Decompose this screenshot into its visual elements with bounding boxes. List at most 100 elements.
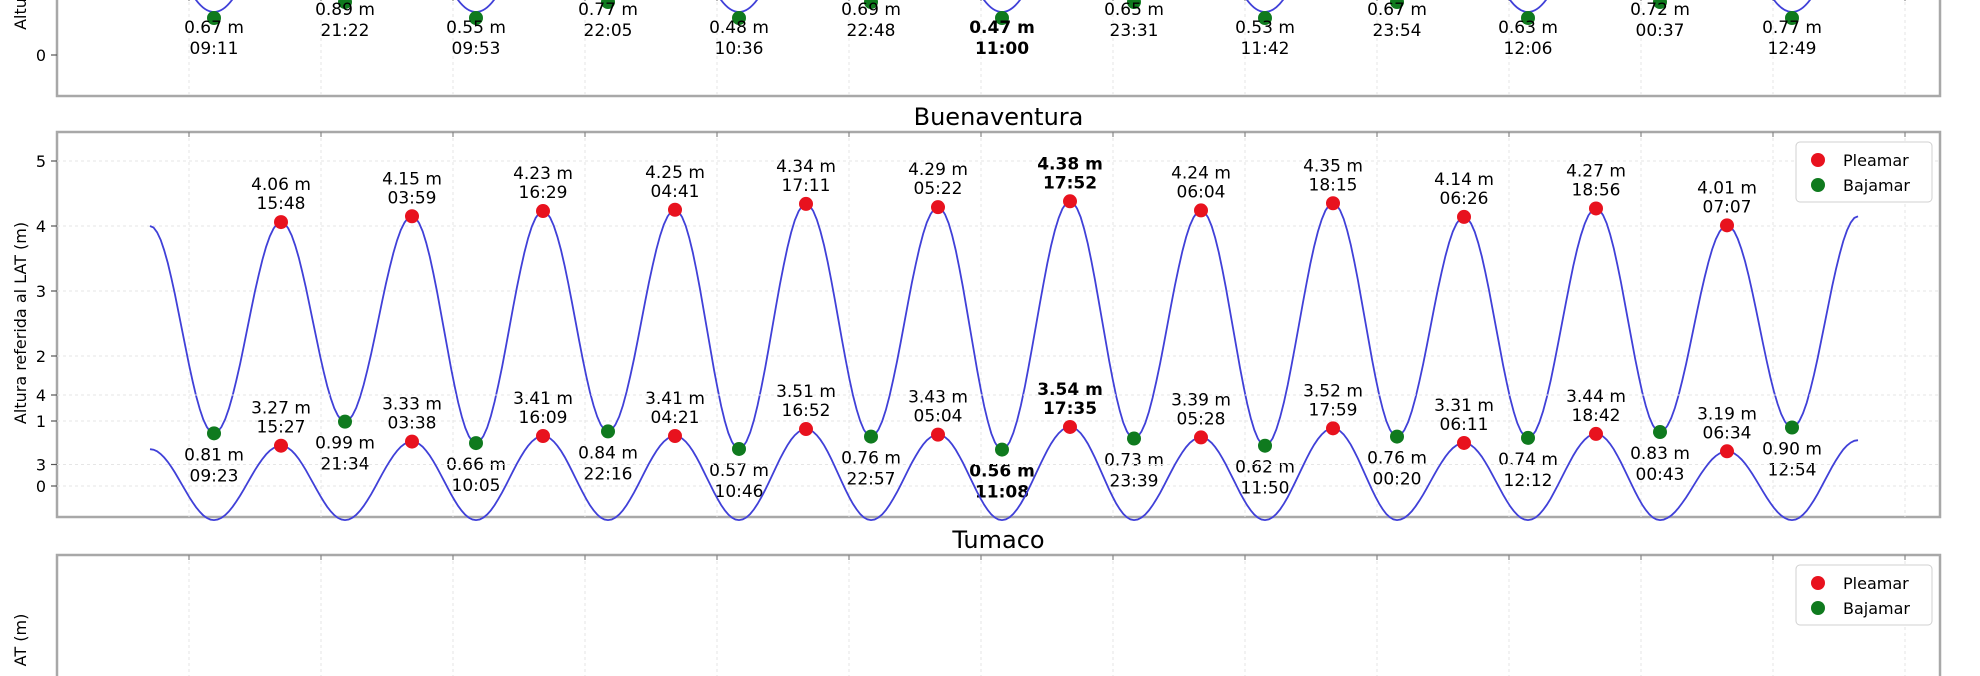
high-time-label: 07:07 — [1703, 197, 1752, 217]
legend-marker-bajamar — [1811, 178, 1825, 192]
y-axis-label: Altura referida al LAT (m) — [11, 222, 30, 424]
high-tide-marker — [1194, 203, 1208, 218]
low-time-label: 11:00 — [975, 39, 1029, 59]
panel-tumaco: Tumaco 3 4 AT (m) 3.27 m15:27 3.33 m03:38 3.41… — [11, 380, 1942, 676]
low-value-label: 0.62 m — [1235, 458, 1295, 478]
high-time-label: 03:38 — [388, 414, 437, 434]
high-marker — [1653, 0, 1667, 9]
high-tide-marker — [536, 204, 550, 219]
low-value-label: 0.83 m — [1630, 444, 1690, 464]
high-value-label: 3.54 m — [1037, 380, 1103, 400]
low-value-label: 0.77 m — [1762, 18, 1822, 38]
high-time-label: 18:56 — [1572, 180, 1621, 200]
high-marker — [864, 0, 878, 9]
low-tide-marker — [338, 414, 352, 429]
high-marker — [338, 0, 352, 9]
high-value-label: 3.19 m — [1697, 404, 1757, 424]
low-tide-marker — [732, 441, 746, 456]
high-value-label: 3.27 m — [251, 399, 311, 419]
high-value-label: 3.33 m — [382, 395, 442, 415]
low-value-label: 0.81 m — [184, 445, 244, 465]
high-tide-marker — [274, 215, 288, 230]
low-tide-marker — [207, 426, 221, 441]
high-time-label: 05:28 — [1177, 409, 1226, 429]
low-tide-marker — [469, 436, 483, 451]
high-value-label: 4.06 m — [251, 175, 311, 195]
low-value-label: 0.56 m — [969, 462, 1035, 482]
high-tide-marker — [668, 202, 682, 217]
high-value-label: 3.41 m — [513, 389, 573, 409]
low-tide-marker — [1521, 11, 1535, 25]
low-value-label: 0.66 m — [446, 455, 506, 475]
legend-marker-bajamar — [1811, 601, 1825, 615]
high-time-label: 16:29 — [519, 183, 568, 203]
low-value-label: 0.47 m — [969, 18, 1035, 38]
legend-marker-pleamar — [1811, 153, 1825, 167]
high-tide-marker — [536, 429, 550, 444]
low-time-label: 10:05 — [452, 476, 501, 496]
legend-box — [1795, 141, 1933, 203]
low-time-label: 22:57 — [847, 470, 896, 490]
high-value-label: 4.14 m — [1434, 170, 1494, 190]
high-marker — [601, 0, 615, 9]
plot-frame — [55, 553, 1942, 676]
chart-title: Tumaco — [951, 526, 1044, 554]
high-time-label: 04:21 — [651, 408, 700, 428]
y-tick-label: 4 — [36, 386, 46, 405]
high-tide-marker — [1063, 194, 1077, 209]
low-tide-marker — [995, 442, 1009, 457]
high-value-label: 4.29 m — [908, 160, 968, 180]
high-value-label: 3.52 m — [1303, 381, 1363, 401]
high-time-label: 16:52 — [782, 401, 831, 421]
high-value-label: 3.31 m — [1434, 396, 1494, 416]
legend-marker-pleamar — [1811, 576, 1825, 590]
low-value-label: 0.57 m — [709, 461, 769, 481]
y-tick-label: 3 — [36, 456, 46, 475]
high-value-label: 0.67 m — [1367, 0, 1427, 20]
high-tide-marker — [1194, 430, 1208, 445]
high-time-label: 18:42 — [1572, 406, 1621, 426]
high-marker — [1127, 0, 1141, 9]
high-value-label: 0.77 m — [578, 0, 638, 20]
high-time-label: 06:26 — [1440, 189, 1489, 209]
high-tide-marker — [274, 438, 288, 453]
low-tide-marker — [601, 424, 615, 439]
high-time-label: 06:11 — [1440, 415, 1489, 435]
high-time-label: 06:04 — [1177, 182, 1226, 202]
low-tide-marker — [1785, 420, 1799, 435]
high-time-label: 22:05 — [584, 21, 633, 41]
high-time-label: 04:41 — [651, 182, 700, 202]
high-value-label: 4.35 m — [1303, 156, 1363, 176]
high-value-label: 0.69 m — [841, 0, 901, 20]
low-tide-marker — [1785, 11, 1799, 25]
low-time-label: 00:20 — [1373, 470, 1422, 490]
high-marker — [1390, 0, 1404, 9]
low-time-label: 12:12 — [1504, 471, 1553, 491]
high-tide-marker — [405, 209, 419, 224]
high-value-label: 4.15 m — [382, 169, 442, 189]
high-time-label: 06:34 — [1703, 423, 1752, 443]
low-time-label: 09:11 — [190, 39, 239, 59]
low-time-label: 10:36 — [715, 39, 764, 59]
high-time-label: 23:54 — [1373, 21, 1422, 41]
high-value-label: 4.27 m — [1566, 161, 1626, 181]
low-time-label: 11:50 — [1241, 479, 1290, 499]
high-time-label: 17:11 — [782, 176, 831, 196]
chart-title: Buenaventura — [914, 103, 1084, 131]
low-tide-marker — [469, 11, 483, 25]
high-tide-marker — [1589, 201, 1603, 216]
low-tide-marker — [995, 11, 1009, 25]
low-time-label: 09:23 — [190, 466, 239, 486]
low-tide-marker — [1653, 425, 1667, 440]
low-time-label: 09:53 — [452, 39, 501, 59]
high-value-label: 0.65 m — [1104, 0, 1164, 20]
low-value-label: 0.48 m — [709, 18, 769, 38]
low-value-label: 0.67 m — [184, 18, 244, 38]
low-time-label: 00:43 — [1636, 465, 1685, 485]
low-value-label: 0.84 m — [578, 443, 638, 463]
legend-label-pleamar: Pleamar — [1843, 574, 1909, 593]
low-value-label: 0.55 m — [446, 18, 506, 38]
high-tide-marker — [405, 434, 419, 449]
high-time-label: 05:22 — [914, 179, 963, 199]
